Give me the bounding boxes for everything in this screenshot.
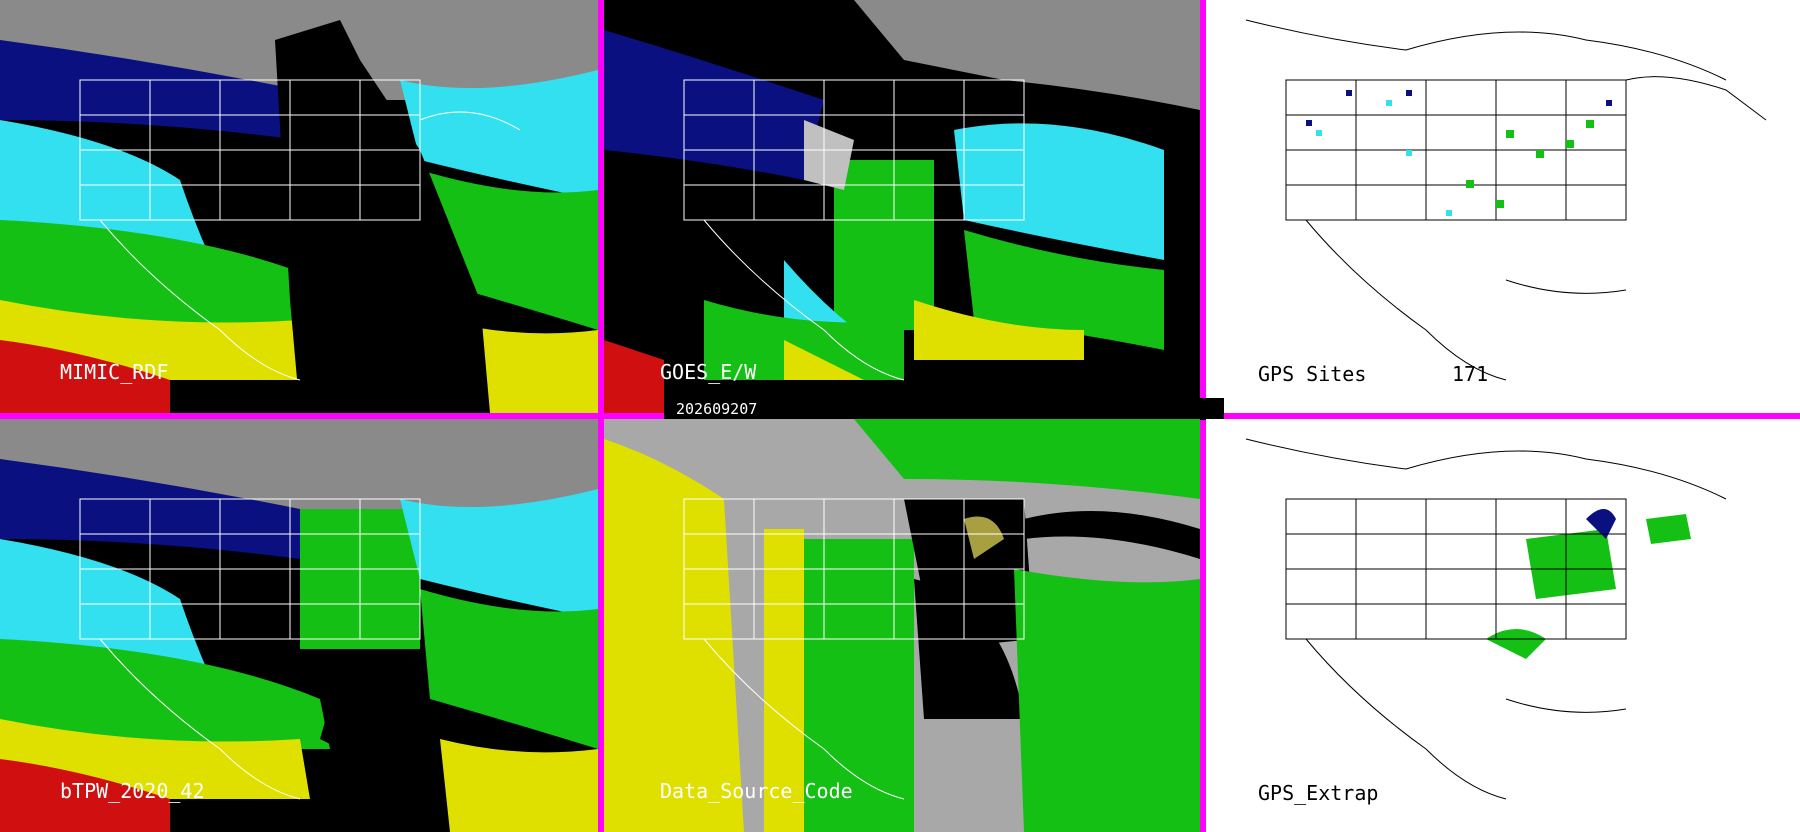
gps-extrap-map (1206, 419, 1800, 832)
panel-gps-sites: GPS Sites 171 (1206, 0, 1800, 413)
tpw-map-mimic (0, 0, 598, 413)
panel-data-source-code: Data_Source_Code (604, 419, 1200, 832)
panel-label-gps-extrap: GPS_Extrap (1258, 781, 1379, 805)
panel-label-mimic: MIMIC_RDF (60, 360, 169, 384)
panel-mimic-rdf: MIMIC_RDF (0, 0, 598, 413)
gps-sites-count: 171 (1452, 362, 1489, 386)
panel-goes: GOES_E/W (604, 0, 1200, 413)
panel-label-dsc: Data_Source_Code (660, 779, 853, 803)
panel-gps-extrap: GPS_Extrap (1206, 419, 1800, 832)
panel-label-btpw: bTPW_2020_42 (60, 779, 205, 803)
data-source-map (604, 419, 1200, 832)
gps-sites-map (1206, 0, 1800, 413)
timestamp-bar: 202609207 (664, 398, 1224, 420)
panel-label-goes: GOES_E/W (660, 360, 757, 384)
tpw-map-goes (604, 0, 1200, 413)
panel-btpw: bTPW_2020_42 (0, 419, 598, 832)
panel-label-gps-sites: GPS Sites (1258, 362, 1367, 386)
tpw-map-btpw (0, 419, 598, 832)
